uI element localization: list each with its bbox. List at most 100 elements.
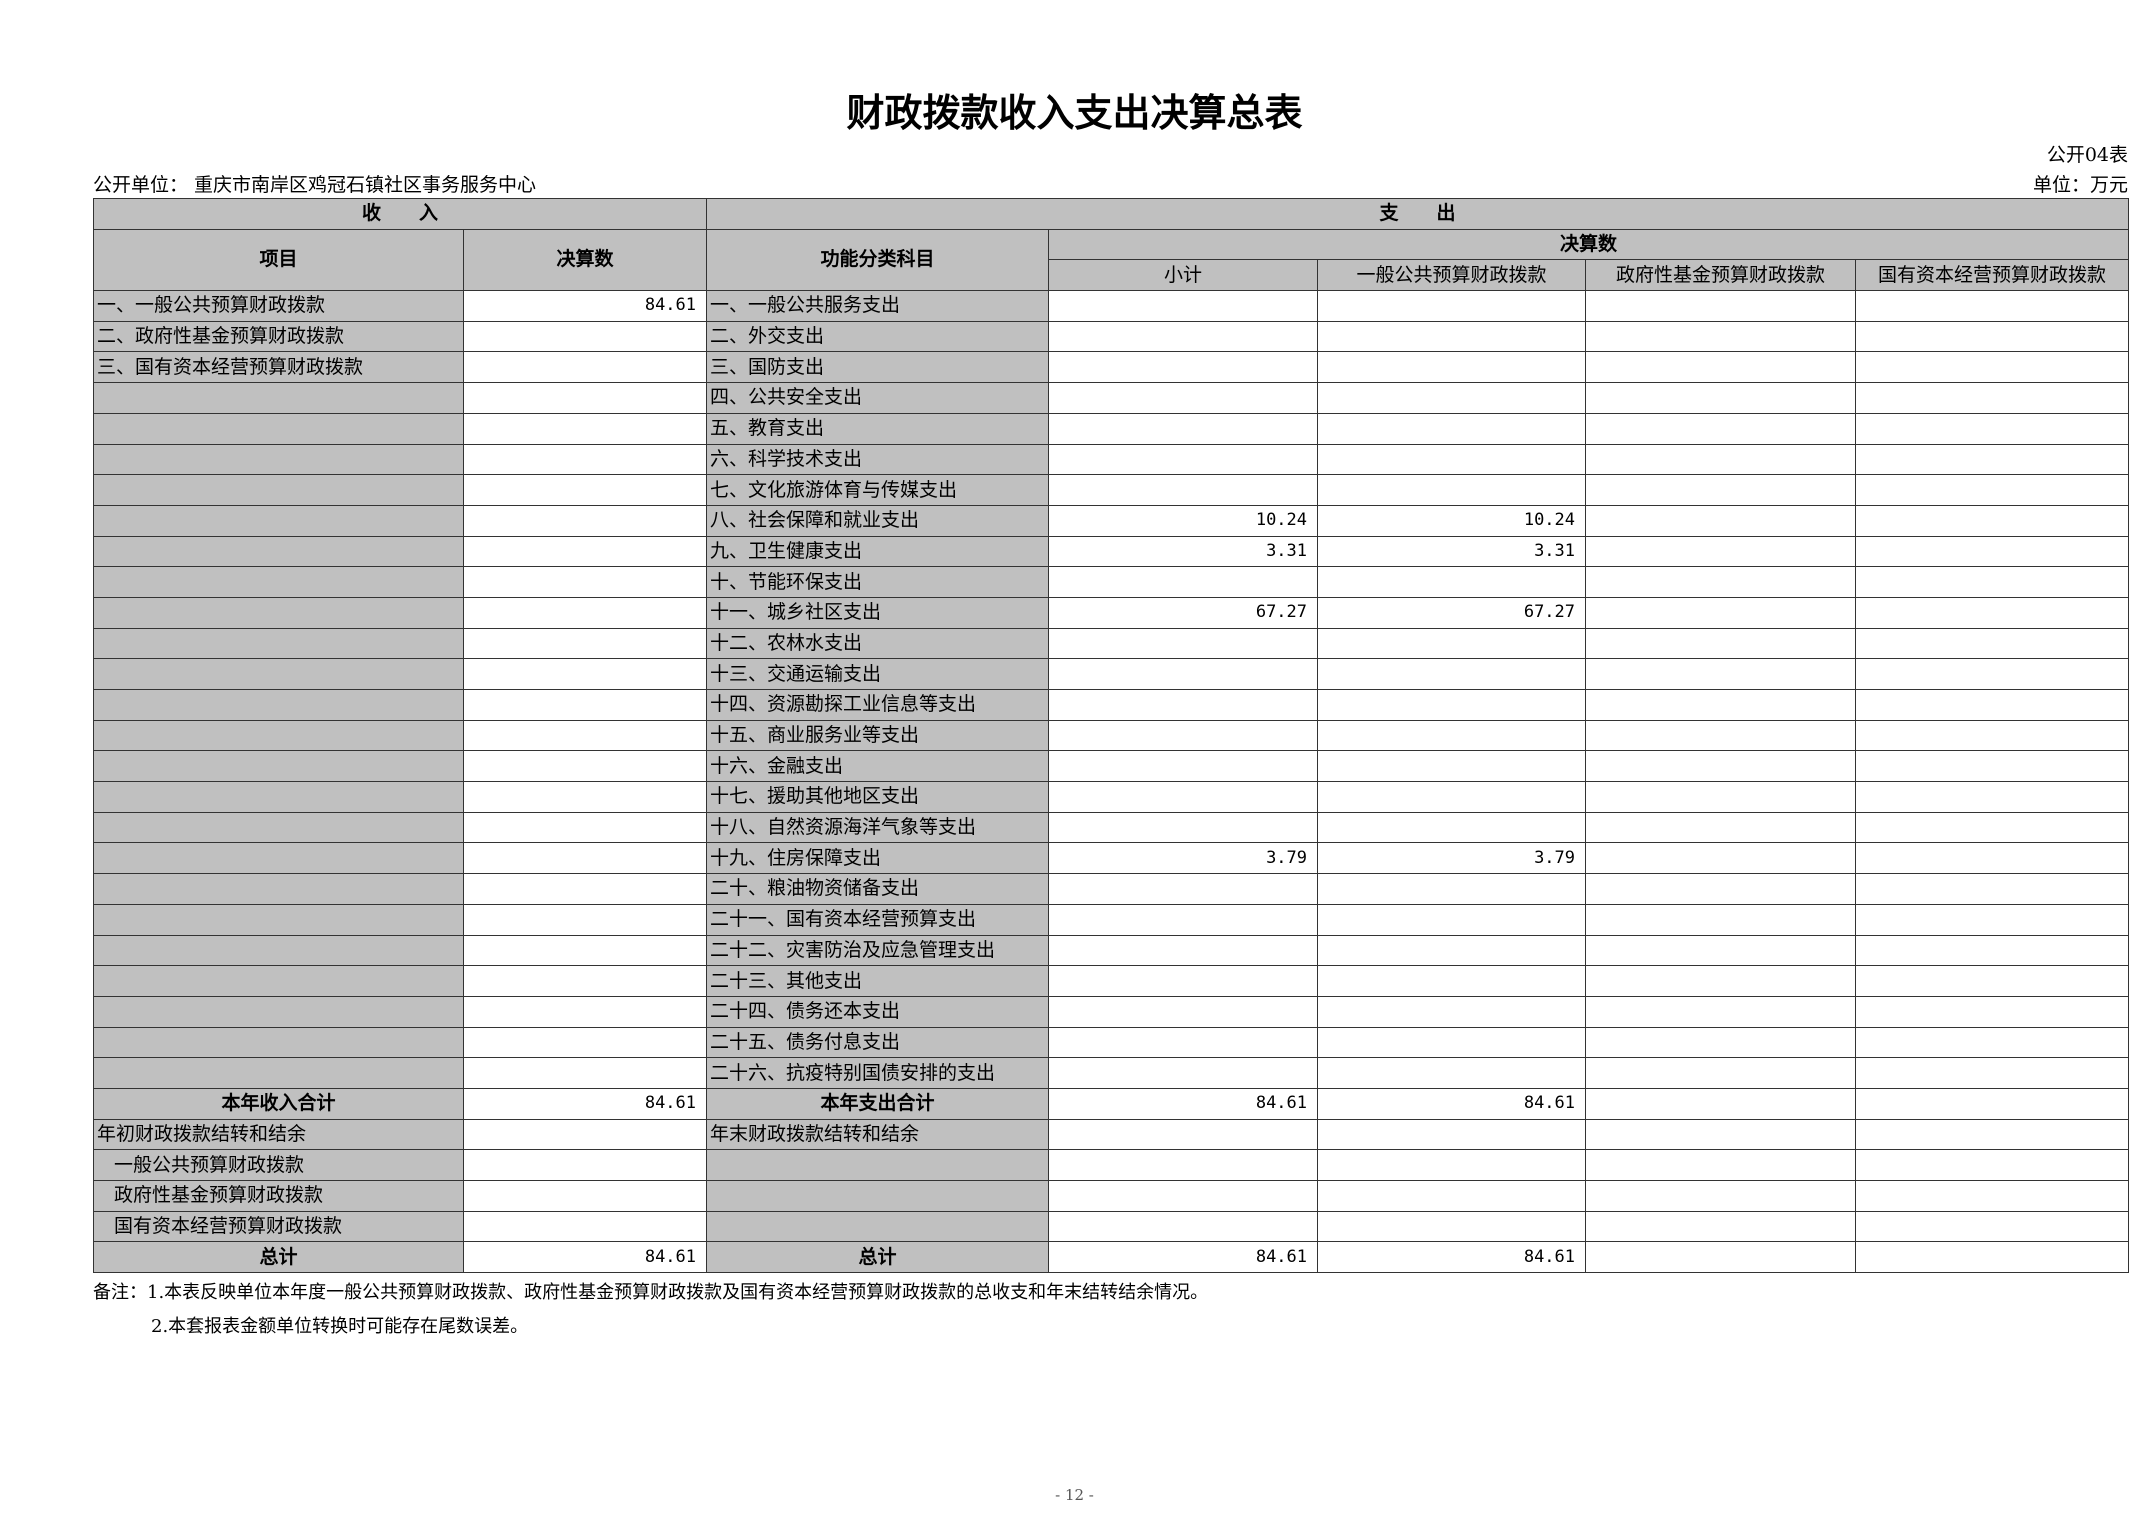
income-item-cell: 总计: [93, 1241, 464, 1274]
table-row: 一般公共预算财政拨款: [93, 1149, 2130, 1181]
expense-state-capital-cell: [1855, 965, 2130, 997]
expense-item-cell: 十九、住房保障支出: [706, 842, 1050, 875]
income-item-cell: [93, 689, 464, 721]
expense-state-capital-cell: [1855, 1026, 2130, 1059]
item-header: 项目: [93, 228, 464, 292]
income-amount-cell: [462, 535, 708, 568]
expense-general-cell: [1317, 351, 1587, 384]
expense-gov-fund-cell: [1585, 842, 1857, 875]
expense-gov-fund-cell: [1585, 566, 1857, 598]
expense-gov-fund-cell: [1585, 1180, 1857, 1212]
income-amount-cell: [462, 934, 708, 967]
expense-state-capital-cell: [1855, 1057, 2130, 1089]
expense-gov-fund-cell: [1585, 934, 1857, 967]
expense-state-capital-cell: [1855, 474, 2130, 506]
expense-state-capital-cell: [1855, 1210, 2130, 1243]
income-item-cell: 三、国有资本经营预算财政拨款: [93, 351, 464, 384]
income-item-cell: [93, 811, 464, 844]
expense-subtotal-cell: [1048, 903, 1319, 936]
expense-gov-fund-cell: [1585, 781, 1857, 813]
expense-item-cell: 六、科学技术支出: [706, 443, 1050, 476]
expense-subtotal-cell: [1048, 965, 1319, 997]
expense-subtotal-cell: [1048, 351, 1319, 384]
expense-state-capital-cell: [1855, 351, 2130, 384]
expense-general-cell: [1317, 474, 1587, 506]
expense-state-capital-cell: [1855, 719, 2130, 752]
income-amount-cell: 84.61: [462, 1241, 708, 1274]
gov-fund-header: 政府性基金预算财政拨款: [1585, 259, 1857, 292]
total-row: 总计 84.61 总计 84.61 84.61: [93, 1241, 2130, 1274]
income-item-cell: 一、一般公共预算财政拨款: [93, 290, 464, 322]
expense-general-cell: [1317, 719, 1587, 752]
expense-item-cell: 本年支出合计: [706, 1087, 1050, 1120]
expense-subtotal-cell: [1048, 934, 1319, 967]
expense-general-cell: [1317, 443, 1587, 476]
expense-gov-fund-cell: [1585, 811, 1857, 844]
expense-gov-fund-cell: [1585, 351, 1857, 384]
expense-subtotal-cell: [1048, 995, 1319, 1028]
expense-subtotal-cell: [1048, 873, 1319, 905]
income-item-cell: [93, 566, 464, 598]
income-item-cell: [93, 934, 464, 967]
expense-general-cell: [1317, 965, 1587, 997]
table-row: 二十六、抗疫特别国债安排的支出: [93, 1057, 2130, 1089]
expense-gov-fund-cell: [1585, 873, 1857, 905]
expense-general-cell: [1317, 934, 1587, 967]
amount-header: 决算数: [462, 228, 708, 292]
income-amount-cell: 84.61: [462, 290, 708, 322]
expense-subtotal-cell: 84.61: [1048, 1241, 1319, 1274]
expense-subtotal-cell: [1048, 290, 1319, 322]
income-item-cell: [93, 995, 464, 1028]
expense-state-capital-cell: [1855, 1118, 2130, 1151]
expense-gov-fund-cell: [1585, 382, 1857, 414]
income-amount-cell: [462, 719, 708, 752]
expense-state-capital-cell: [1855, 658, 2130, 690]
expense-general-cell: [1317, 1149, 1587, 1181]
fiscal-appropriation-table: 收 入 支 出 项目 决算数 功能分类科目 决算数 小计 一般公共预算财政拨款 …: [92, 198, 2130, 1274]
table-row: 十五、商业服务业等支出: [93, 719, 2130, 752]
final-amount-header: 决算数: [1048, 228, 2130, 261]
total-row: 本年收入合计 84.61 本年支出合计 84.61 84.61: [93, 1087, 2130, 1120]
expense-general-cell: [1317, 811, 1587, 844]
income-item-cell: [93, 750, 464, 783]
income-amount-cell: 84.61: [462, 1087, 708, 1120]
expense-gov-fund-cell: [1585, 535, 1857, 568]
expense-subtotal-cell: 84.61: [1048, 1087, 1319, 1120]
expense-subtotal-cell: [1048, 474, 1319, 506]
income-amount-cell: [462, 750, 708, 783]
table-row: 三、国有资本经营预算财政拨款 三、国防支出: [93, 351, 2130, 384]
table-row: 五、教育支出: [93, 412, 2130, 445]
income-amount-cell: [462, 474, 708, 506]
expense-subtotal-cell: [1048, 412, 1319, 445]
expense-gov-fund-cell: [1585, 995, 1857, 1028]
page-number: - 12 -: [1055, 1486, 1094, 1504]
income-amount-cell: [462, 1026, 708, 1059]
expense-gov-fund-cell: [1585, 1057, 1857, 1089]
expense-state-capital-cell: [1855, 535, 2130, 568]
expense-subtotal-cell: 67.27: [1048, 596, 1319, 629]
income-amount-cell: [462, 995, 708, 1028]
income-item-cell: 二、政府性基金预算财政拨款: [93, 320, 464, 353]
expense-gov-fund-cell: [1585, 320, 1857, 353]
expense-gov-fund-cell: [1585, 903, 1857, 936]
expense-gov-fund-cell: [1585, 504, 1857, 537]
expense-item-cell: 五、教育支出: [706, 412, 1050, 445]
income-amount-cell: [462, 351, 708, 384]
income-amount-cell: [462, 781, 708, 813]
expense-general-cell: [1317, 290, 1587, 322]
expense-state-capital-cell: [1855, 995, 2130, 1028]
table-row: 二十二、灾害防治及应急管理支出: [93, 934, 2130, 967]
expense-item-cell: 二十、粮油物资储备支出: [706, 873, 1050, 905]
income-item-cell: 年初财政拨款结转和结余: [93, 1118, 464, 1151]
expense-state-capital-cell: [1855, 596, 2130, 629]
income-amount-cell: [462, 965, 708, 997]
income-item-cell: [93, 873, 464, 905]
expense-subtotal-cell: [1048, 750, 1319, 783]
income-item-cell: [93, 412, 464, 445]
expense-subtotal-cell: 10.24: [1048, 504, 1319, 537]
expense-item-cell: 二十五、债务付息支出: [706, 1026, 1050, 1059]
income-item-cell: [93, 535, 464, 568]
income-amount-cell: [462, 842, 708, 875]
income-amount-cell: [462, 1180, 708, 1212]
expense-general-cell: 84.61: [1317, 1087, 1587, 1120]
